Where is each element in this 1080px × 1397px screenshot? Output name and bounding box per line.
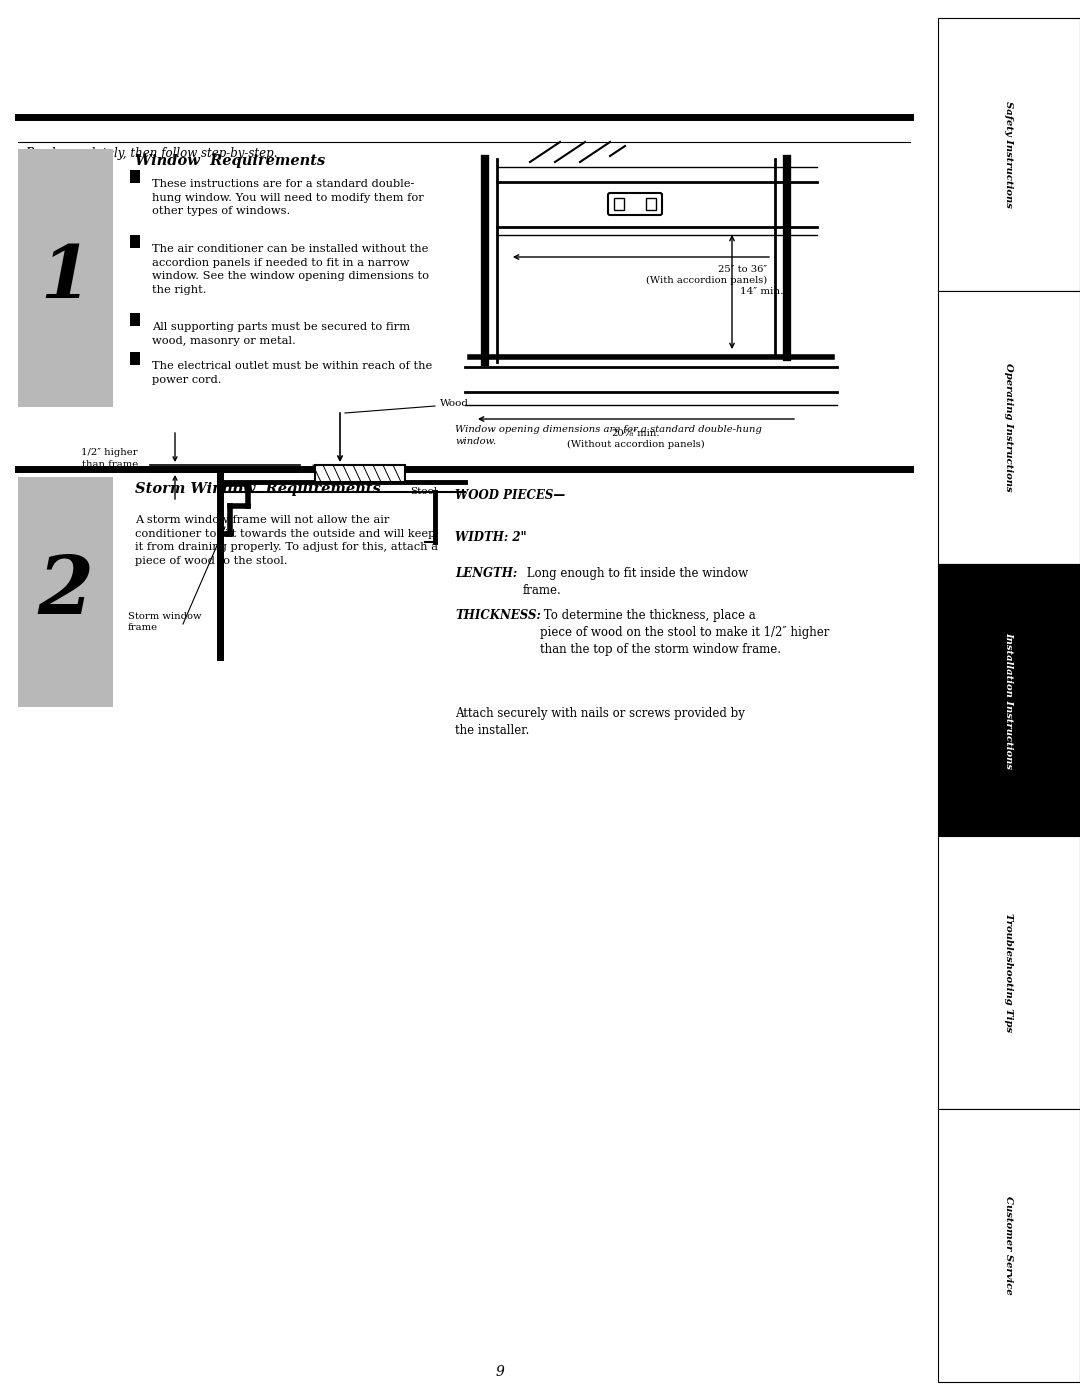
Bar [315,465,405,482]
Bar [939,291,1080,563]
Bar [130,170,140,183]
Text: A storm window frame will not allow the air
conditioner to tilt towards the outs: A storm window frame will not allow the … [135,515,438,566]
Bar [130,352,140,365]
Bar [615,198,624,210]
Bar [939,1109,1080,1382]
Bar [18,149,113,407]
Text: Troubleshooting Tips: Troubleshooting Tips [1004,914,1013,1032]
Text: Installation Instructions: Installation Instructions [1004,631,1013,768]
Text: The electrical outlet must be within reach of the
power cord.: The electrical outlet must be within rea… [152,360,432,384]
Text: Wood: Wood [440,400,469,408]
Bar [939,837,1080,1109]
Text: LENGTH:: LENGTH: [455,567,517,580]
Text: All supporting parts must be secured to firm
wood, masonry or metal.: All supporting parts must be secured to … [152,321,410,345]
Text: 1: 1 [40,243,91,313]
Bar [939,563,1080,837]
Text: 1/2″ higher
than frame: 1/2″ higher than frame [81,448,138,468]
Text: Window opening dimensions are for a standard double-hung
window.: Window opening dimensions are for a stan… [455,425,761,446]
Text: 9: 9 [496,1365,504,1379]
Bar [130,313,140,326]
Text: Storm Window  Requirements: Storm Window Requirements [135,482,381,496]
Bar [18,476,113,707]
Text: 2: 2 [38,553,94,631]
Text: To determine the thickness, place a
piece of wood on the stool to make it 1/2″ h: To determine the thickness, place a piec… [540,609,829,657]
Bar [646,198,656,210]
Text: Read completely, then follow step-by-step.: Read completely, then follow step-by-ste… [25,147,278,161]
Text: Safety Instructions: Safety Instructions [1004,101,1013,208]
Text: Customer Service: Customer Service [1004,1196,1013,1295]
Text: These instructions are for a standard double-
hung window. You will need to modi: These instructions are for a standard do… [152,179,423,217]
Text: Storm window
frame: Storm window frame [129,612,202,631]
Text: Long enough to fit inside the window
frame.: Long enough to fit inside the window fra… [523,567,748,597]
Bar [130,235,140,249]
Text: WIDTH: 2": WIDTH: 2" [455,531,527,543]
Text: The air conditioner can be installed without the
accordion panels if needed to f: The air conditioner can be installed wit… [152,244,429,295]
Text: 14″ min.: 14″ min. [740,288,783,296]
Text: 20⅞″min.
(Without accordion panels): 20⅞″min. (Without accordion panels) [567,429,705,448]
Text: Attach securely with nails or screws provided by
the installer.: Attach securely with nails or screws pro… [455,707,745,738]
Text: Window  Requirements: Window Requirements [135,154,325,168]
Text: THICKNESS:: THICKNESS: [455,609,541,622]
Bar [939,18,1080,291]
Text: 25″ to 36″
(With accordion panels): 25″ to 36″ (With accordion panels) [646,265,767,285]
FancyBboxPatch shape [608,193,662,215]
Text: WOOD PIECES—: WOOD PIECES— [455,489,565,502]
Text: Operating Instructions: Operating Instructions [1004,363,1013,492]
Text: Stool: Stool [410,488,437,496]
